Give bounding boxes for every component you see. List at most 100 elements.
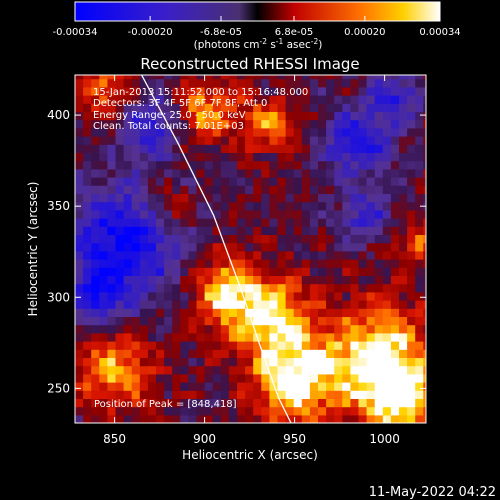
heatmap-cell	[350, 250, 360, 260]
heatmap-cell	[75, 234, 84, 244]
heatmap-cell	[326, 218, 335, 227]
heatmap-cell	[342, 365, 351, 375]
heatmap-cell	[366, 316, 376, 326]
heatmap-cell	[164, 86, 173, 96]
heatmap-cell	[326, 185, 335, 194]
heatmap-cell	[342, 209, 351, 219]
heatmap-cell	[91, 406, 100, 416]
heatmap-cell	[147, 95, 157, 104]
heatmap-cell	[415, 136, 424, 145]
heatmap-cell	[131, 152, 141, 162]
heatmap-cell	[99, 398, 108, 408]
heatmap-cell	[99, 78, 108, 88]
heatmap-cell	[204, 365, 214, 375]
heatmap-cell	[309, 177, 319, 186]
heatmap-cell	[147, 185, 157, 194]
heatmap-cell	[318, 349, 327, 358]
heatmap-cell	[358, 365, 368, 375]
heatmap-cell	[91, 341, 100, 350]
heatmap-cell	[83, 242, 92, 252]
heatmap-cell	[366, 250, 376, 260]
heatmap-cell	[139, 111, 149, 121]
heatmap-cell	[407, 209, 416, 219]
heatmap-cell	[334, 185, 343, 194]
heatmap-cell	[334, 398, 343, 408]
heatmap-cell	[342, 308, 351, 317]
heatmap-cell	[188, 324, 198, 334]
heatmap-cell	[399, 390, 408, 399]
heatmap-cell	[83, 185, 92, 194]
heatmap-cell	[228, 390, 238, 399]
heatmap-cell	[107, 250, 117, 260]
heatmap-cell	[107, 300, 117, 309]
heatmap-cell	[164, 308, 173, 317]
heatmap-cell	[139, 103, 149, 112]
heatmap-cell	[374, 127, 384, 137]
heatmap-cell	[358, 324, 368, 334]
heatmap-cell	[326, 398, 335, 408]
heatmap-cell	[237, 300, 246, 309]
heatmap-cell	[326, 75, 335, 80]
heatmap-cell	[309, 398, 319, 408]
heatmap-cell	[423, 341, 426, 350]
heatmap-cell	[115, 209, 125, 219]
heatmap-cell	[212, 119, 222, 129]
heatmap-cell	[342, 127, 351, 137]
heatmap-cell	[293, 365, 303, 375]
heatmap-cell	[285, 75, 295, 80]
x-tick-label: 850	[103, 432, 126, 446]
heatmap-cell	[277, 398, 287, 408]
heatmap-cell	[212, 185, 222, 194]
heatmap-cell	[253, 193, 262, 203]
heatmap-cell	[342, 152, 351, 162]
heatmap-cell	[188, 406, 198, 416]
heatmap-cell	[237, 119, 246, 129]
heatmap-cell	[83, 275, 92, 285]
heatmap-cell	[172, 218, 181, 227]
heatmap-cell	[220, 86, 230, 96]
heatmap-cell	[220, 300, 230, 309]
heatmap-cell	[131, 250, 141, 260]
heatmap-cell	[156, 365, 165, 375]
heatmap-cell	[123, 324, 133, 334]
heatmap-cell	[204, 349, 214, 358]
heatmap-cell	[156, 242, 165, 252]
heatmap-cell	[301, 95, 311, 104]
heatmap-cell	[374, 177, 384, 186]
heatmap-cell	[75, 414, 84, 423]
heatmap-cell	[374, 373, 384, 383]
heatmap-cell	[407, 95, 416, 104]
heatmap-cell	[261, 152, 270, 162]
heatmap-cell	[261, 406, 270, 416]
heatmap-cell	[350, 75, 360, 80]
heatmap-cell	[204, 119, 214, 129]
heatmap-cell	[123, 332, 133, 342]
heatmap-cell	[318, 308, 327, 317]
heatmap-cell	[293, 103, 303, 112]
heatmap-cell	[228, 308, 238, 317]
heatmap-cell	[172, 177, 181, 186]
heatmap-cell	[309, 185, 319, 194]
heatmap-cell	[164, 267, 173, 276]
colorbar-unit-label: (photons cm-2 s-1 asec-2)	[194, 37, 323, 51]
heatmap-cell	[75, 250, 84, 260]
heatmap-cell	[115, 119, 125, 129]
heatmap-cell	[131, 398, 141, 408]
heatmap-cell	[334, 275, 343, 285]
heatmap-cell	[156, 382, 165, 391]
heatmap-cell	[188, 78, 198, 88]
heatmap-cell	[301, 283, 311, 293]
heatmap-cell	[350, 119, 360, 129]
heatmap-cell	[293, 308, 303, 317]
heatmap-cell	[228, 275, 238, 285]
heatmap-cell	[390, 341, 400, 350]
heatmap-cell	[188, 119, 198, 129]
heatmap-cell	[237, 95, 246, 104]
heatmap-cell	[115, 95, 125, 104]
heatmap-cell	[382, 332, 392, 342]
heatmap-cell	[285, 234, 295, 244]
heatmap-cell	[269, 283, 279, 293]
heatmap-cell	[366, 390, 376, 399]
heatmap-cell	[301, 291, 311, 301]
heatmap-cell	[83, 111, 92, 121]
